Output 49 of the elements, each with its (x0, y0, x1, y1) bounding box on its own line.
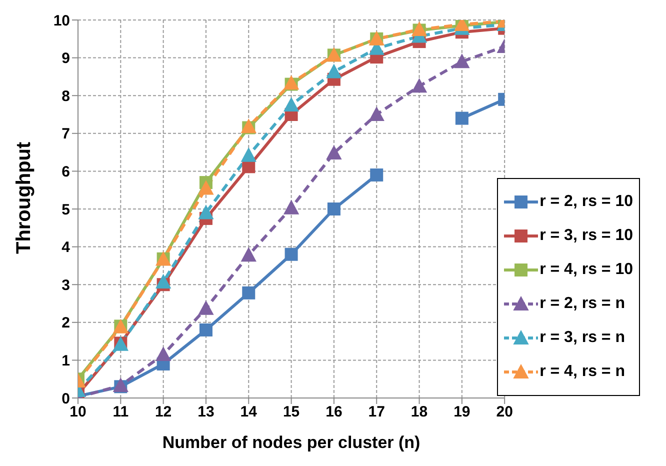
x-tick-label: 14 (240, 404, 258, 421)
point (199, 323, 212, 336)
point (370, 168, 384, 182)
point (241, 148, 256, 162)
x-tick-label: 15 (282, 404, 300, 421)
point (284, 98, 299, 112)
y-tick-label: 3 (62, 276, 70, 294)
x-tick-label: 13 (198, 404, 214, 421)
y-tick-label: 8 (62, 88, 70, 105)
point (327, 202, 340, 216)
point (326, 64, 342, 78)
x-tick-label: 17 (368, 404, 385, 421)
y-tick-label: 1 (62, 352, 70, 370)
point (241, 248, 256, 262)
x-tick-label: 11 (112, 404, 129, 421)
point (455, 112, 468, 125)
point (242, 286, 256, 300)
point (454, 54, 470, 68)
point (284, 248, 298, 261)
y-tick-label: 10 (53, 12, 70, 30)
y-tick-label: 5 (62, 201, 70, 218)
x-tick-label: 18 (410, 404, 428, 421)
point (326, 146, 342, 160)
point (198, 300, 214, 315)
y-tick-label: 9 (62, 50, 70, 68)
point (198, 205, 214, 220)
legend-label: r = 2, rs = 10 (540, 193, 633, 211)
y-tick-label: 0 (62, 390, 70, 408)
legend-label: r = 4, rs = 10 (540, 261, 633, 279)
x-tick-label: 19 (454, 404, 470, 421)
legend-label: r = 2, rs = n (540, 295, 625, 313)
x-tick-label: 16 (326, 404, 342, 421)
y-tick-label: 2 (62, 314, 70, 332)
x-tick-label: 12 (154, 404, 172, 421)
point (198, 180, 214, 195)
legend-label: r = 4, rs = n (540, 363, 625, 381)
y-tick-label: 6 (62, 164, 70, 181)
point (284, 200, 299, 214)
x-tick-label: 20 (496, 404, 513, 421)
point (412, 78, 427, 93)
y-axis-title: Throughput (13, 141, 36, 254)
x-axis-title: Number of nodes per cluster (n) (162, 433, 420, 452)
y-tick-label: 4 (62, 239, 71, 256)
y-tick-label: 7 (62, 126, 70, 143)
point (369, 107, 384, 121)
legend-label: r = 3, rs = 10 (540, 227, 633, 245)
point (156, 347, 171, 362)
legend-label: r = 3, rs = n (540, 329, 625, 347)
point (156, 274, 171, 288)
